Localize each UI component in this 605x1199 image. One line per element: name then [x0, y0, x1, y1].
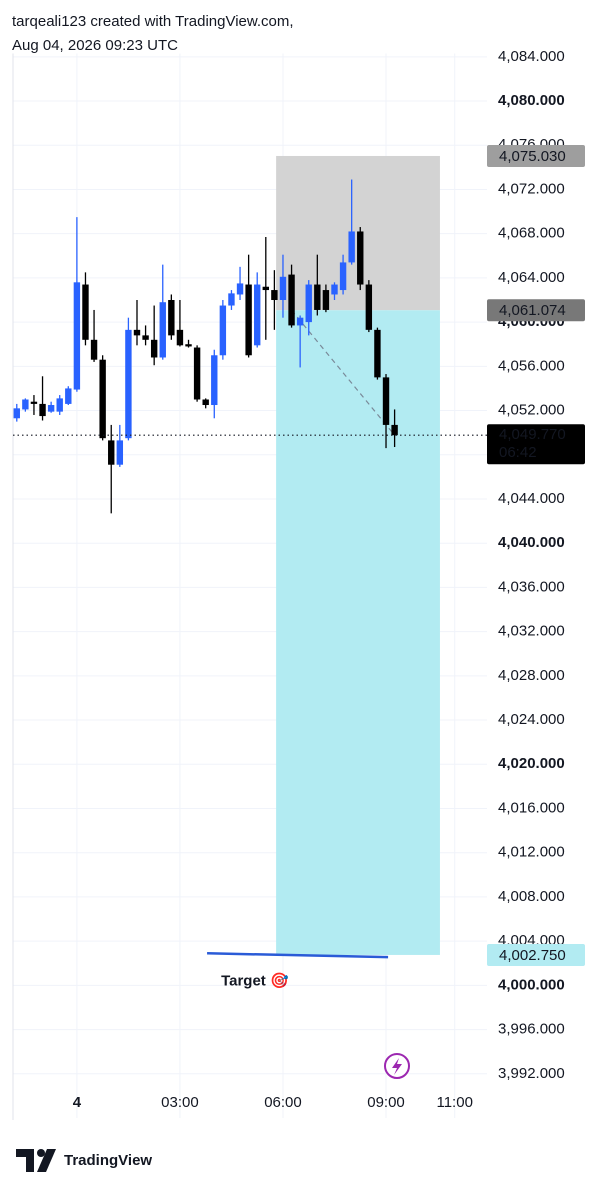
candle-body: [150, 339, 158, 358]
brand: TradingView: [64, 1152, 152, 1169]
countdown: 06:42: [499, 444, 537, 461]
candle-body: [202, 399, 209, 406]
candle-body: [22, 399, 29, 410]
candle-body: [262, 286, 269, 291]
stop-tag: 4,075.030: [499, 148, 566, 165]
candle-body: [116, 440, 124, 465]
y-tick-label: 3,996.000: [498, 1021, 565, 1038]
y-tick-label: 4,064.000: [498, 269, 565, 286]
candle-body: [288, 274, 295, 326]
plot: 3,992.0003,996.0004,000.0004,004.0004,00…: [12, 48, 585, 1120]
y-tick-label: 4,068.000: [498, 225, 565, 242]
candle-body: [142, 335, 149, 340]
candle-body: [391, 424, 398, 436]
stop-tag-bg: [487, 144, 585, 167]
candle-body: [185, 344, 192, 347]
y-tick-label: 4,016.000: [498, 799, 565, 816]
candle-body: [47, 405, 55, 412]
y-tick-label: 4,080.000: [498, 92, 565, 109]
candle-body: [305, 284, 312, 323]
candle-body: [236, 283, 244, 295]
x-tick-label: 11:00: [436, 1094, 472, 1111]
candle-body: [30, 401, 38, 404]
y-tick-label: 4,044.000: [498, 490, 565, 507]
candle-body: [365, 284, 373, 330]
annotation-line: [207, 952, 389, 959]
y-tick-label: 4,000.000: [498, 976, 565, 993]
candle-body: [39, 403, 46, 417]
y-tick-label: 4,072.000: [498, 180, 565, 197]
target-tag: 4,002.750: [499, 947, 566, 964]
target-zone: [276, 310, 440, 955]
y-tick-label: 4,012.000: [498, 844, 565, 861]
candle-body: [125, 329, 132, 439]
annotation-text: Target 🎯: [221, 971, 289, 989]
lightning-icon: [384, 1053, 410, 1079]
x-tick-label: 09:00: [367, 1094, 405, 1111]
candle-body: [133, 329, 141, 336]
candle-body: [99, 359, 106, 439]
candle-body: [73, 282, 81, 390]
candle-body: [90, 339, 98, 360]
y-tick-label: 4,084.000: [498, 48, 565, 65]
candle-body: [108, 440, 115, 465]
y-tick-label: 4,032.000: [498, 623, 565, 640]
candle-body: [271, 290, 278, 301]
candle-body: [382, 377, 390, 425]
y-tick-label: 4,020.000: [498, 755, 565, 772]
candle-body: [159, 302, 166, 358]
header-line2: Aug 04, 2026 09:23 UTC: [12, 37, 178, 54]
candle-body: [56, 398, 63, 412]
target-tag-bg: [487, 943, 585, 966]
candle-body: [219, 305, 227, 356]
y-tick-label: 3,992.000: [498, 1065, 565, 1082]
candle-body: [211, 355, 218, 406]
candle-body: [279, 276, 287, 301]
entry-tag: 4,061.074: [499, 302, 566, 319]
candle-body: [296, 317, 304, 326]
x-tick-label: 03:00: [161, 1094, 199, 1111]
last-price-tag: 4,049.770: [499, 426, 566, 443]
candle-body: [228, 293, 235, 306]
y-tick-label: 4,052.000: [498, 402, 565, 419]
candle-body: [82, 284, 89, 340]
y-tick-label: 4,024.000: [498, 711, 565, 728]
x-tick-label: 4: [73, 1094, 82, 1111]
candle-body: [176, 329, 184, 346]
y-tick-label: 4,056.000: [498, 357, 565, 374]
y-tick-label: 4,040.000: [498, 534, 565, 551]
candle-body: [374, 329, 381, 378]
logo-icon: [16, 1149, 56, 1172]
candle-body: [339, 262, 347, 291]
header-bg: [0, 0, 490, 53]
last-price-tag-bg: [487, 424, 585, 465]
candle-body: [65, 388, 72, 404]
candle-body: [13, 408, 20, 419]
candle-body: [348, 231, 355, 263]
x-tick-label: 06:00: [264, 1094, 302, 1111]
candle-body: [254, 284, 261, 346]
candle-body: [314, 284, 321, 310]
candle-body: [322, 290, 330, 310]
candle-body: [193, 347, 201, 400]
y-tick-label: 4,008.000: [498, 888, 565, 905]
y-tick-label: 4,036.000: [498, 578, 565, 595]
header-line1: tarqeali123 created with TradingView.com…: [12, 13, 294, 30]
entry-tag-bg: [487, 299, 585, 322]
candle-body: [357, 231, 364, 285]
candle-body: [245, 284, 252, 356]
candle-body: [331, 284, 338, 295]
candle-body: [168, 300, 175, 336]
y-tick-label: 4,028.000: [498, 667, 565, 684]
